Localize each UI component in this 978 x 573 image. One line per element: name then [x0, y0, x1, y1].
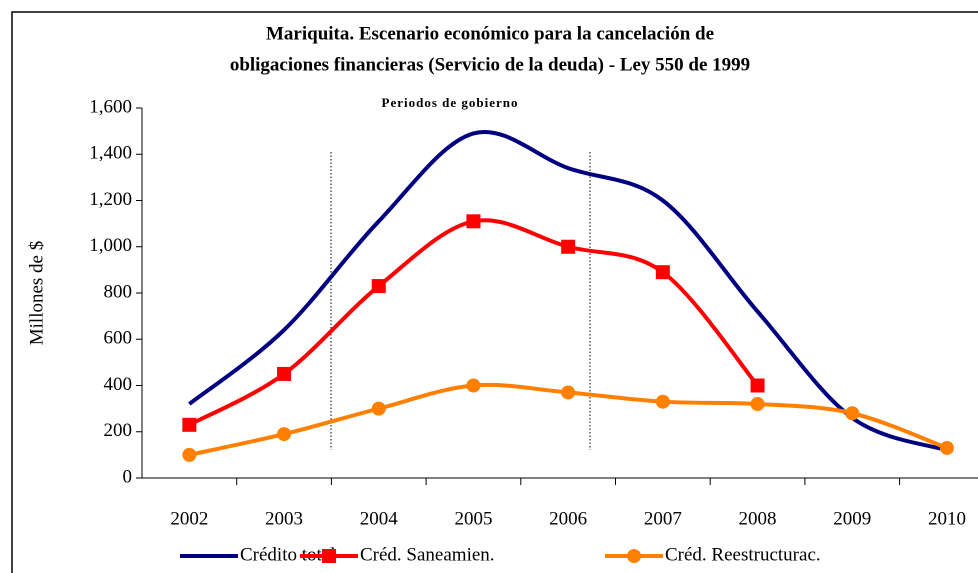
- marker: [182, 447, 197, 462]
- legend-label: Crédito total: [240, 544, 336, 565]
- marker: [182, 417, 197, 432]
- x-tick-label: 2006: [549, 508, 587, 529]
- y-tick-label: 1,200: [89, 189, 132, 210]
- legend-label: Créd. Saneamien.: [360, 544, 495, 565]
- chart-title: obligaciones financieras (Servicio de la…: [230, 54, 750, 75]
- marker: [371, 279, 386, 294]
- annotation: Periodos de gobierno: [382, 95, 519, 110]
- x-tick-label: 2009: [833, 508, 871, 529]
- marker: [466, 378, 481, 393]
- x-tick-label: 2003: [265, 508, 303, 529]
- marker: [371, 401, 386, 416]
- marker: [750, 378, 765, 393]
- x-tick-label: 2010: [928, 508, 966, 529]
- series-line: [188, 129, 948, 453]
- y-tick-label: 800: [104, 281, 133, 302]
- marker: [939, 440, 954, 455]
- legend-label: Créd. Reestructurac.: [665, 544, 821, 565]
- marker: [561, 239, 576, 254]
- marker: [655, 394, 670, 409]
- marker: [277, 366, 292, 381]
- x-tick-label: 2008: [739, 508, 777, 529]
- marker: [277, 427, 292, 442]
- x-tick-label: 2005: [454, 508, 492, 529]
- chart-frame: [11, 11, 978, 573]
- y-tick-label: 200: [104, 420, 133, 441]
- marker: [322, 549, 336, 563]
- x-tick-label: 2002: [170, 508, 208, 529]
- marker: [655, 265, 670, 280]
- marker: [627, 549, 641, 563]
- x-tick-label: 2007: [644, 508, 682, 529]
- y-axis-label: Millones de $: [26, 241, 47, 346]
- marker: [845, 406, 860, 421]
- chart-title: Mariquita. Escenario económico para la c…: [266, 23, 714, 44]
- y-tick-label: 1,000: [89, 235, 132, 256]
- marker: [466, 214, 481, 229]
- y-tick-label: 0: [123, 466, 133, 487]
- marker: [750, 397, 765, 411]
- marker: [561, 385, 576, 400]
- y-tick-label: 600: [104, 328, 133, 349]
- y-tick-label: 400: [104, 374, 133, 395]
- x-tick-label: 2004: [360, 508, 399, 529]
- y-tick-label: 1,600: [89, 96, 132, 117]
- y-tick-label: 1,400: [89, 143, 132, 164]
